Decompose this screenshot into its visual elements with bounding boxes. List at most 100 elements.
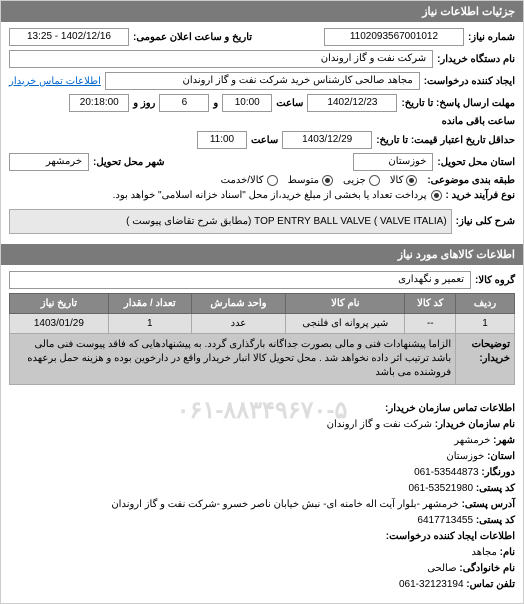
announce-label: تاریخ و ساعت اعلان عمومی:: [133, 32, 252, 43]
goods-header: اطلاعات کالاهای مورد نیاز: [1, 244, 523, 265]
desc-field: TOP ENTRY BALL VALVE ( VALVE ITALIA) (مط…: [9, 209, 452, 234]
fax-value: 53544873-061: [414, 467, 479, 478]
row-request-number: شماره نیاز: 1102093567001012 تاریخ و ساع…: [9, 28, 515, 46]
delivery-province-field: خوزستان: [353, 153, 433, 171]
radio-icon: [431, 190, 442, 201]
province-value: خوزستان: [446, 451, 484, 462]
class-label: طبقه بندی موضوعی:: [427, 175, 515, 186]
row-requester: ایجاد کننده درخواست: مجاهد صالحی کارشناس…: [9, 72, 515, 90]
radio-icon: [369, 175, 380, 186]
th-name: نام کالا: [286, 294, 405, 314]
table-header-row: ردیف کد کالا نام کالا واحد شمارش تعداد /…: [10, 294, 515, 314]
radio-icon: [322, 175, 333, 186]
validity-label: حداقل تاریخ اعتبار قیمت: تا تاریخ:: [376, 135, 515, 146]
postal-label: کد پستی:: [476, 483, 515, 494]
delivery-city-label: شهر محل تحویل:: [93, 157, 165, 168]
buyer-org-label: نام دستگاه خریدار:: [437, 54, 515, 65]
org-label: نام سازمان خریدار:: [435, 419, 515, 430]
radio-partial[interactable]: جزیی: [343, 175, 380, 186]
req-number-field: 1102093567001012: [324, 28, 464, 46]
row-classification: طبقه بندی موضوعی: کالا جزیی متوسط کالا/خ…: [9, 175, 515, 186]
cell-row: 1: [456, 314, 515, 334]
org-value: شرکت نفت و گاز اروندان: [327, 419, 432, 430]
radio-service[interactable]: کالا/خدمت: [221, 175, 278, 186]
creator-title: اطلاعات ایجاد کننده درخواست:: [386, 531, 515, 542]
deadline-time-field: 10:00: [222, 94, 272, 112]
th-qty: تعداد / مقدار: [108, 294, 191, 314]
days-label: روز و: [133, 98, 155, 109]
radio-icon: [406, 175, 417, 186]
cell-unit: عدد: [191, 314, 286, 334]
process-label: نوع فرآیند خرید :: [446, 190, 515, 201]
goods-section: گروه کالا: تعمیر و نگهداری ردیف کد کالا …: [1, 265, 523, 391]
th-date: تاریخ نیاز: [10, 294, 109, 314]
phone-value: 32123194-061: [399, 579, 464, 590]
requester-field: مجاهد صالحی کارشناس خرید شرکت نفت و گاز …: [105, 72, 420, 90]
announce-field: 1402/12/16 - 13:25: [9, 28, 129, 46]
goods-table: ردیف کد کالا نام کالا واحد شمارش تعداد /…: [9, 293, 515, 385]
group-label: گروه کالا:: [475, 275, 515, 286]
row-validity: حداقل تاریخ اعتبار قیمت: تا تاریخ: 1403/…: [9, 131, 515, 149]
phone-label: تلفن تماس:: [466, 579, 515, 590]
cell-qty: 1: [108, 314, 191, 334]
radio-process[interactable]: [431, 190, 442, 201]
radio-medium[interactable]: متوسط: [288, 175, 333, 186]
days-field: 6: [159, 94, 209, 112]
validity-time-field: 11:00: [197, 131, 247, 149]
header-title: جزئیات اطلاعات نیاز: [422, 6, 515, 18]
radio-icon: [267, 175, 278, 186]
notes-row: توضیحات خریدار: الزاما پیشنهادات فنی و م…: [10, 334, 515, 385]
and-label: و: [213, 98, 218, 109]
row-delivery: استان محل تحویل: خوزستان شهر محل تحویل: …: [9, 153, 515, 171]
time-label-2: ساعت: [251, 135, 278, 146]
th-row: ردیف: [456, 294, 515, 314]
page-header: جزئیات اطلاعات نیاز: [1, 1, 523, 22]
buyer-org-field: شرکت نفت و گاز اروندان: [9, 50, 433, 68]
th-unit: واحد شمارش: [191, 294, 286, 314]
postcode-value: 6417713455: [417, 515, 473, 526]
postal-value: 53521980-061: [409, 483, 474, 494]
remain-label: ساعت باقی مانده: [442, 116, 515, 127]
address-label: آدرس پستی:: [462, 499, 515, 510]
row-description: شرح کلی نیاز: TOP ENTRY BALL VALVE ( VAL…: [9, 209, 515, 234]
validity-date-field: 1403/12/29: [282, 131, 372, 149]
cell-date: 1403/01/29: [10, 314, 109, 334]
cell-code: --: [405, 314, 456, 334]
row-goods-group: گروه کالا: تعمیر و نگهداری: [9, 271, 515, 289]
request-info-section: شماره نیاز: 1102093567001012 تاریخ و ساع…: [1, 22, 523, 244]
notes-text: الزاما پیشنهادات فنی و مالی بصورت جداگان…: [10, 334, 456, 385]
contact-section: ۰۶۱-۸۸۳۴۹۶۷۰-۵ اطلاعات تماس سازمان خریدا…: [1, 391, 523, 603]
delivery-province-label: استان محل تحویل:: [437, 157, 515, 168]
name-label: نام:: [500, 547, 515, 558]
contact-title: اطلاعات تماس سازمان خریدار:: [385, 403, 515, 414]
notes-label: توضیحات خریدار:: [456, 334, 515, 385]
contact-info: اطلاعات تماس سازمان خریدار: نام سازمان خ…: [9, 401, 515, 593]
deadline-label: مهلت ارسال پاسخ: تا تاریخ:: [401, 98, 515, 109]
main-container: جزئیات اطلاعات نیاز شماره نیاز: 11020935…: [0, 0, 524, 604]
family-label: نام خانوادگی:: [459, 563, 515, 574]
city-label: شهر:: [493, 435, 515, 446]
desc-label: شرح کلی نیاز:: [456, 216, 515, 227]
th-code: کد کالا: [405, 294, 456, 314]
deadline-date-field: 1402/12/23: [307, 94, 397, 112]
radio-goods[interactable]: کالا: [390, 175, 418, 186]
address-value: خرمشهر -بلوار آیت اله خامنه ای- نبش خیاب…: [111, 499, 458, 510]
family-value: صالحی: [427, 563, 456, 574]
row-deadline: مهلت ارسال پاسخ: تا تاریخ: 1402/12/23 سا…: [9, 94, 515, 127]
process-note: پرداخت تعداد یا بخشی از مبلغ خرید،از محل…: [113, 190, 427, 201]
group-field: تعمیر و نگهداری: [9, 271, 471, 289]
postcode-label: کد پستی:: [476, 515, 515, 526]
contact-link[interactable]: اطلاعات تماس خریدار: [9, 76, 101, 87]
row-buyer-org: نام دستگاه خریدار: شرکت نفت و گاز اروندا…: [9, 50, 515, 68]
province-label: استان:: [487, 451, 515, 462]
cell-name: شیر پروانه ای فلنجی: [286, 314, 405, 334]
goods-title: اطلاعات کالاهای مورد نیاز: [398, 249, 515, 261]
city-value: خرمشهر: [454, 435, 490, 446]
row-process: نوع فرآیند خرید : پرداخت تعداد یا بخشی ا…: [9, 190, 515, 201]
name-value: مجاهد: [471, 547, 496, 558]
remain-time-field: 20:18:00: [69, 94, 129, 112]
requester-label: ایجاد کننده درخواست:: [424, 76, 515, 87]
req-number-label: شماره نیاز:: [468, 32, 515, 43]
fax-label: دورنگار:: [481, 467, 515, 478]
delivery-city-field: خرمشهر: [9, 153, 89, 171]
